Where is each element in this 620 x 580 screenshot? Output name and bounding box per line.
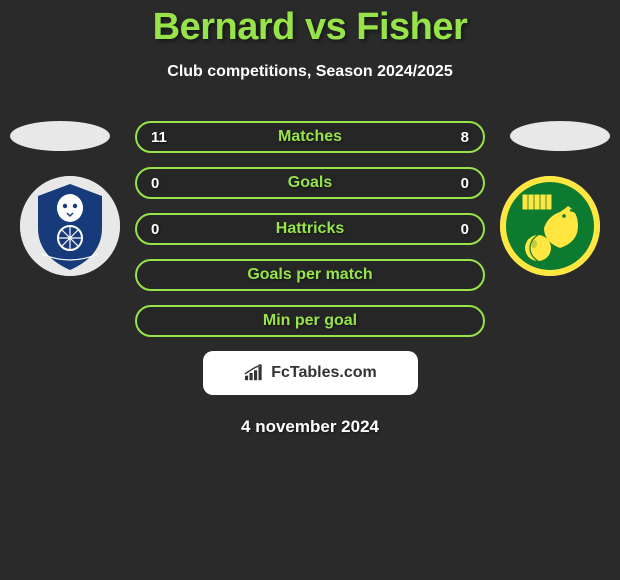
stat-value-right: 0	[444, 221, 469, 238]
stat-label: Min per goal	[263, 312, 357, 330]
player-photo-right	[510, 121, 610, 151]
stat-value-left: 0	[151, 175, 176, 192]
stat-row: Min per goal	[135, 305, 485, 337]
stat-label: Matches	[278, 128, 342, 146]
stat-value-left: 0	[151, 221, 176, 238]
stat-value-left: 11	[151, 129, 176, 146]
club-crest-right	[500, 176, 600, 276]
chart-icon	[243, 364, 265, 382]
comparison-panel: 11 Matches 8 0 Goals 0 0 Hattricks 0 Goa…	[0, 121, 620, 437]
stat-label: Goals per match	[247, 266, 372, 284]
club-crest-left	[20, 176, 120, 276]
stat-rows: 11 Matches 8 0 Goals 0 0 Hattricks 0 Goa…	[135, 121, 485, 337]
brand-box: FcTables.com	[203, 351, 418, 395]
subtitle: Club competitions, Season 2024/2025	[0, 63, 620, 81]
date-text: 4 november 2024	[0, 417, 620, 437]
stat-row: 11 Matches 8	[135, 121, 485, 153]
stat-row: Goals per match	[135, 259, 485, 291]
stat-value-right: 8	[444, 129, 469, 146]
page-title: Bernard vs Fisher	[0, 0, 620, 49]
stat-value-right: 0	[444, 175, 469, 192]
player-photo-left	[10, 121, 110, 151]
stat-label: Hattricks	[276, 220, 344, 238]
stat-row: 0 Hattricks 0	[135, 213, 485, 245]
brand-text: FcTables.com	[271, 364, 377, 382]
stat-row: 0 Goals 0	[135, 167, 485, 199]
stat-label: Goals	[288, 174, 332, 192]
